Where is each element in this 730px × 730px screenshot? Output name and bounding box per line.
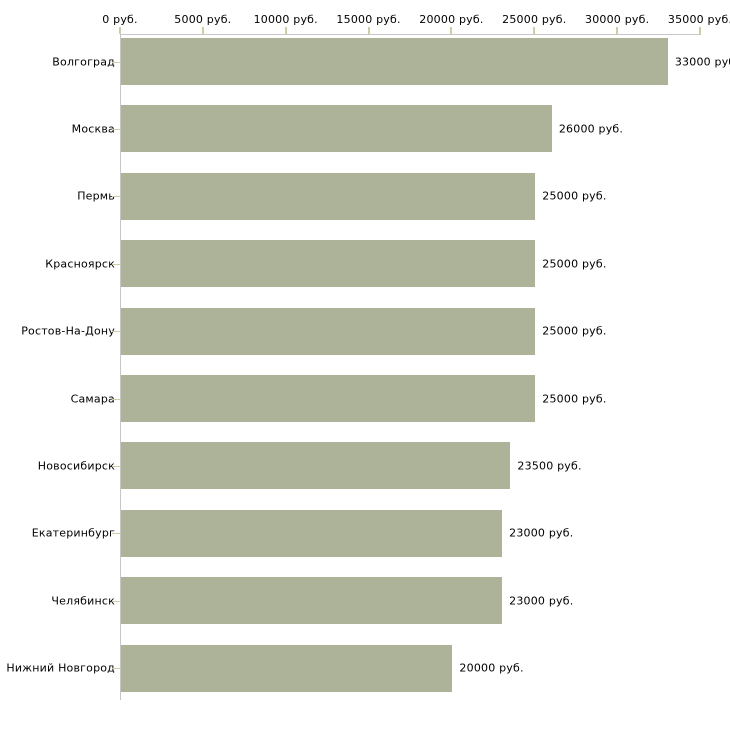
bar	[121, 307, 536, 355]
bar-value-label: 25000 руб.	[542, 324, 607, 338]
category-label: Москва	[71, 122, 115, 136]
bar-value-label: 23000 руб.	[509, 526, 574, 540]
bar	[121, 38, 668, 85]
bar	[121, 442, 511, 490]
bar-value-label: 23500 руб.	[517, 459, 582, 473]
bar	[121, 577, 503, 625]
category-label: Красноярск	[45, 257, 115, 271]
category-label: Самара	[70, 392, 115, 405]
category-label: Нижний Новгород	[6, 661, 115, 675]
x-tick-label: 30000 руб.	[585, 13, 650, 26]
bar	[121, 172, 536, 220]
x-tick-mark	[119, 27, 121, 34]
x-axis-line	[120, 34, 701, 35]
x-tick-label: 15000 руб.	[336, 13, 401, 26]
category-tick-mark	[112, 263, 120, 265]
category-tick-mark	[112, 128, 120, 130]
x-tick-mark	[450, 27, 453, 34]
x-tick-mark	[367, 27, 370, 34]
category-tick-mark	[112, 668, 120, 670]
x-tick-label: 20000 руб.	[419, 13, 484, 26]
x-tick-mark	[616, 27, 619, 34]
bar	[121, 240, 536, 288]
category-label: Новосибирск	[37, 459, 115, 473]
category-tick-mark	[112, 533, 120, 535]
category-label: Ростов-На-Дону	[21, 324, 115, 338]
bar-value-label: 33000 руб	[674, 55, 730, 68]
x-tick-mark	[201, 27, 204, 34]
bar-value-label: 20000 руб.	[459, 661, 524, 675]
bar	[121, 509, 503, 557]
bar	[121, 105, 552, 153]
x-tick-label: 5000 руб.	[174, 13, 232, 26]
category-tick-mark	[112, 61, 120, 63]
bar-value-label: 23000 руб.	[509, 594, 574, 608]
x-tick-label: 10000 руб.	[253, 13, 318, 26]
category-label: Волгоград	[52, 55, 115, 68]
x-tick-label: 0 руб.	[102, 13, 138, 26]
bar	[121, 375, 536, 422]
x-tick-mark	[284, 27, 287, 34]
bar	[121, 644, 453, 692]
x-tick-label: 25000 руб.	[502, 13, 567, 26]
bar-value-label: 26000 руб.	[558, 122, 624, 136]
category-label: Екатеринбург	[31, 526, 115, 540]
bar-value-label: 25000 руб.	[542, 392, 607, 405]
bar-value-label: 25000 руб.	[542, 257, 607, 271]
category-tick-mark	[112, 196, 120, 198]
x-tick-mark	[533, 27, 536, 34]
category-tick-mark	[112, 600, 120, 602]
category-tick-mark	[112, 398, 120, 400]
category-tick-mark	[112, 331, 120, 333]
x-tick-label: 35000 руб.	[667, 13, 730, 26]
category-tick-mark	[112, 465, 120, 467]
x-tick-mark	[699, 27, 701, 34]
category-label: Челябинск	[51, 594, 115, 608]
y-axis-line	[120, 34, 121, 700]
bar-value-label: 25000 руб.	[542, 189, 607, 203]
category-label: Пермь	[77, 189, 115, 203]
